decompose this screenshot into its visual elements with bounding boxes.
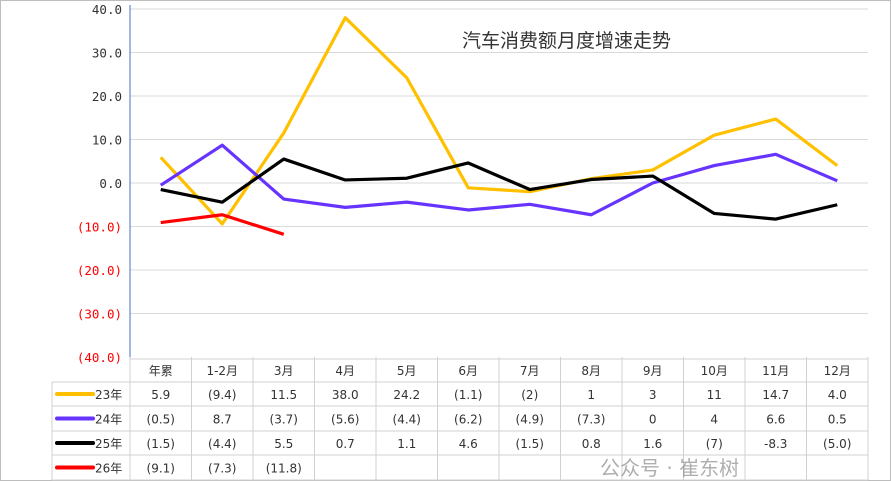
data-label: (2)	[521, 388, 538, 402]
data-label: 11.5	[270, 388, 297, 402]
data-label: 14.7	[762, 388, 789, 402]
data-label: 11	[707, 388, 722, 402]
data-label: 0.7	[336, 437, 355, 451]
data-label: (4.4)	[208, 437, 236, 451]
chart-title: 汽车消费额月度增速走势	[462, 30, 671, 52]
legend-label: 26年	[95, 462, 122, 476]
data-label: (7.3)	[208, 462, 236, 476]
data-label: (9.1)	[147, 462, 175, 476]
category-label: 4月	[335, 364, 355, 378]
y-tick-label: 20.0	[92, 89, 122, 104]
legend-label: 25年	[95, 437, 122, 451]
data-label: (7)	[706, 437, 723, 451]
data-label: (1.5)	[516, 437, 544, 451]
legend-label: 23年	[95, 388, 122, 402]
category-label: 6月	[458, 364, 478, 378]
data-label: 1.6	[643, 437, 662, 451]
data-label: (1.1)	[454, 388, 482, 402]
category-label: 11月	[762, 364, 789, 378]
data-label: (5.6)	[331, 413, 359, 427]
category-label: 10月	[701, 364, 728, 378]
category-label: 7月	[520, 364, 540, 378]
data-label: 4	[710, 413, 718, 427]
data-label: 5.9	[151, 388, 170, 402]
series-line-25年	[160, 157, 838, 221]
data-label: (3.7)	[270, 413, 298, 427]
data-label: 1.1	[397, 437, 416, 451]
y-tick-label: (20.0)	[77, 263, 122, 278]
y-tick-label: 10.0	[92, 133, 122, 148]
category-label: 12月	[824, 364, 851, 378]
data-label: 4.0	[828, 388, 847, 402]
y-tick-label: (10.0)	[77, 220, 122, 235]
data-label: 24.2	[393, 388, 420, 402]
series-line-23年	[159, 16, 839, 226]
data-label: (11.8)	[266, 462, 302, 476]
y-tick-label: 30.0	[92, 46, 122, 61]
category-label: 3月	[274, 364, 294, 378]
data-label: 8.7	[213, 413, 232, 427]
data-label: (4.9)	[516, 413, 544, 427]
category-label: 年累	[149, 364, 173, 378]
data-label: 5.5	[274, 437, 293, 451]
data-label: 0	[649, 413, 657, 427]
data-label: 0.5	[828, 413, 847, 427]
category-label: 8月	[581, 364, 601, 378]
data-label: 1	[587, 388, 595, 402]
y-tick-label: 0.0	[99, 176, 122, 191]
data-label: 4.6	[459, 437, 478, 451]
category-label: 9月	[643, 364, 663, 378]
category-label: 5月	[397, 364, 417, 378]
data-label: (0.5)	[147, 413, 175, 427]
watermark: 公众号 · 崔东树	[600, 456, 739, 480]
data-label: 3	[649, 388, 657, 402]
data-label: -8.3	[764, 437, 787, 451]
data-label: (5.0)	[823, 437, 851, 451]
y-tick-label: (40.0)	[77, 350, 122, 365]
data-label: 0.8	[582, 437, 601, 451]
data-label: (6.2)	[454, 413, 482, 427]
legend-label: 24年	[95, 413, 122, 427]
data-label: (1.5)	[147, 437, 175, 451]
data-label: 38.0	[332, 388, 359, 402]
data-label: (9.4)	[208, 388, 236, 402]
data-label: 6.6	[766, 413, 785, 427]
data-label: (4.4)	[393, 413, 421, 427]
y-tick-label: 40.0	[92, 2, 122, 17]
category-label: 1-2月	[206, 364, 238, 378]
y-tick-label: (30.0)	[77, 307, 122, 322]
series-line-24年	[159, 143, 838, 217]
data-label: (7.3)	[577, 413, 605, 427]
